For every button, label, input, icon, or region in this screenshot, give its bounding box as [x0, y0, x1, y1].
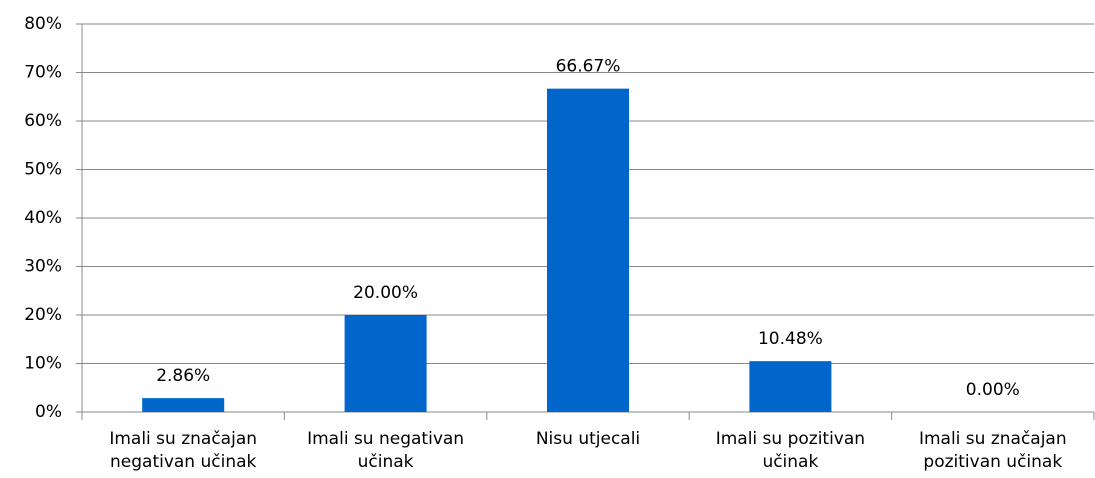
data-label: 10.48% [758, 329, 823, 349]
bar [344, 315, 427, 412]
data-label: 66.67% [556, 57, 621, 77]
data-label: 2.86% [156, 366, 210, 386]
y-tick-label: 40% [24, 208, 62, 228]
y-tick-label: 10% [24, 354, 62, 374]
y-tick-label: 30% [24, 257, 62, 277]
x-tick-label: Nisu utjecali [535, 429, 641, 449]
bar [547, 88, 629, 412]
x-tick-label: Imali su negativan učinak [307, 429, 465, 472]
bar [749, 361, 832, 412]
bar [142, 398, 225, 412]
y-tick-label: 20% [24, 305, 62, 325]
y-tick-label: 50% [24, 160, 62, 180]
data-label: 0.00% [966, 380, 1020, 400]
x-tick-label: Imali su pozitivan učinak [715, 429, 866, 472]
y-tick-label: 70% [24, 63, 62, 83]
data-label: 20.00% [353, 283, 418, 303]
y-tick-label: 0% [35, 402, 62, 422]
x-tick-label: Imali su značajan pozitivan učinak [918, 429, 1067, 472]
y-tick-label: 80% [24, 14, 62, 34]
x-tick-label: Imali su značajan negativan učinak [109, 429, 258, 472]
y-tick-label: 60% [24, 111, 62, 131]
